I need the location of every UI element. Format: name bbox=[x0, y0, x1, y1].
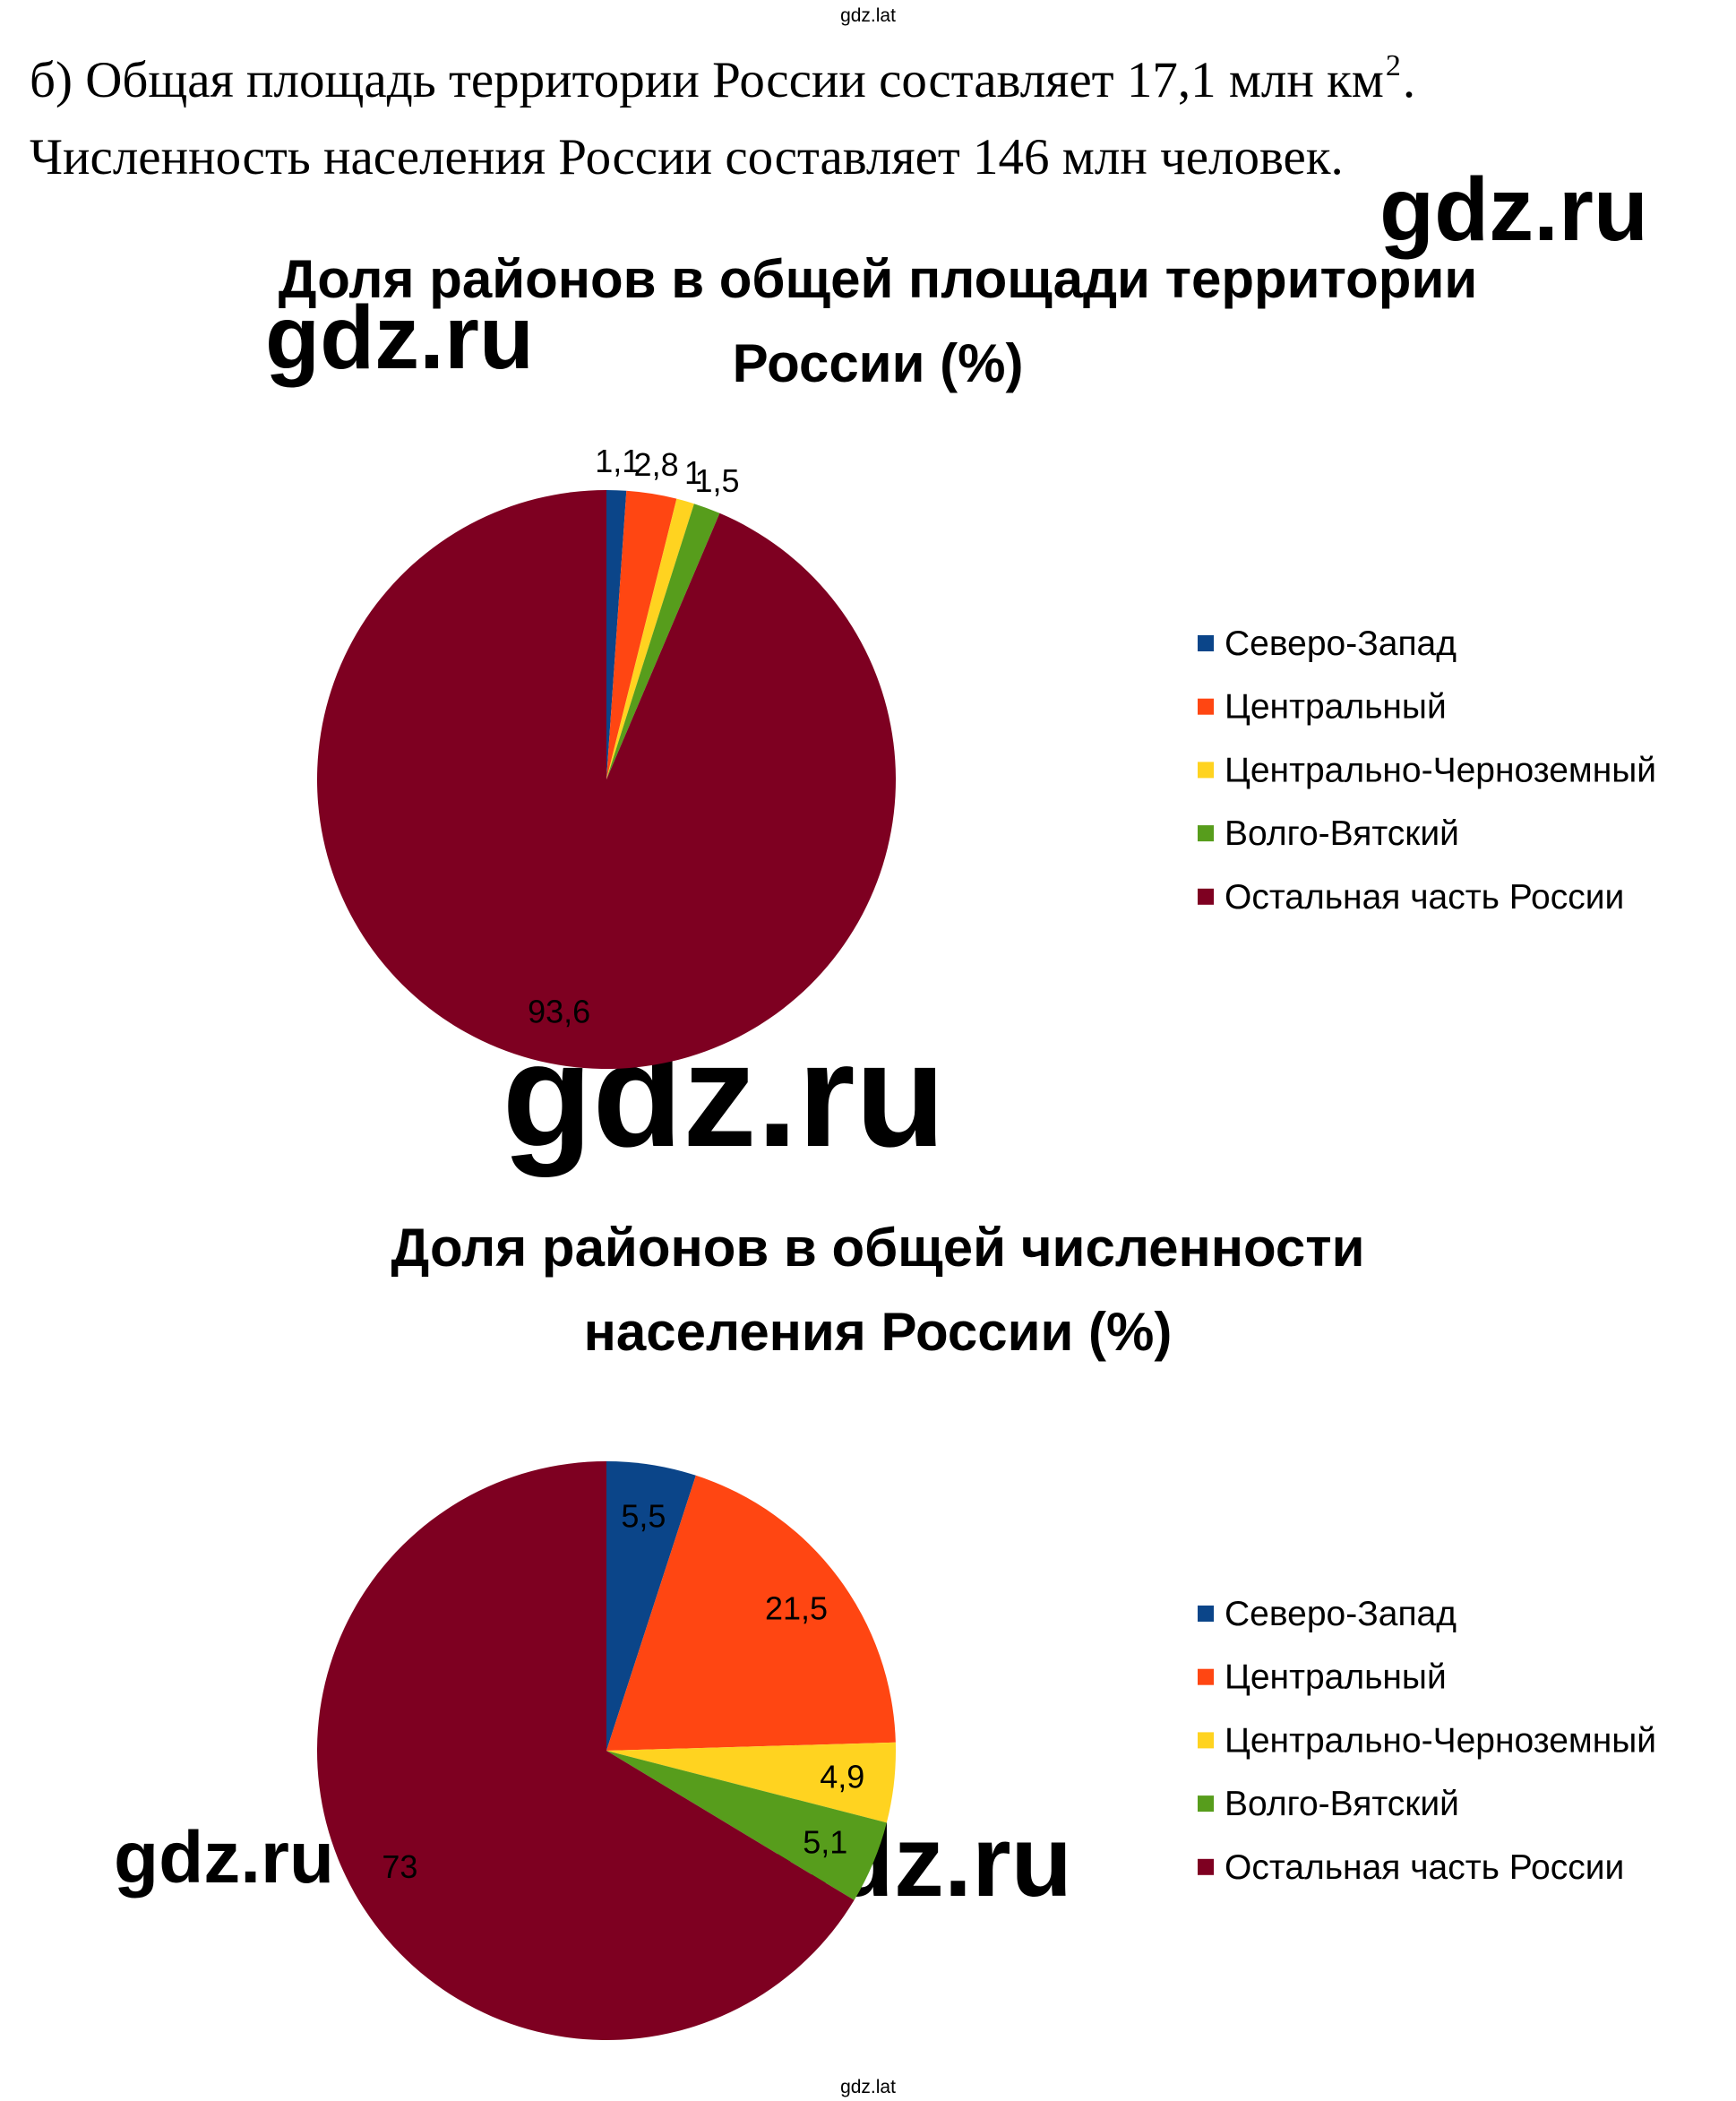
watermark: gdz.ru bbox=[265, 288, 534, 388]
legend-swatch bbox=[1198, 698, 1214, 715]
pie-slice bbox=[606, 490, 677, 779]
legend-label: Центральный bbox=[1225, 688, 1447, 727]
data-label: 2,8 bbox=[634, 446, 679, 483]
data-label: 1 bbox=[684, 454, 702, 491]
legend-swatch bbox=[1198, 1795, 1214, 1813]
pie-slice bbox=[606, 490, 627, 779]
legend-swatch bbox=[1198, 1668, 1214, 1685]
data-label: 1,1 bbox=[595, 443, 640, 479]
watermark: gdz.ru bbox=[1379, 159, 1648, 260]
chart-title: Доля районов в общей численности bbox=[391, 1218, 1364, 1278]
header: gdz.lat bbox=[840, 5, 896, 26]
legend-label: Центральный bbox=[1225, 1658, 1447, 1697]
data-label: 5,5 bbox=[621, 1497, 666, 1534]
legend-label: Центрально-Черноземный bbox=[1225, 751, 1656, 789]
paragraph-line: б) Общая площадь территории России соста… bbox=[30, 52, 1384, 108]
pie-slice bbox=[606, 1460, 696, 1751]
pie-slice bbox=[606, 1475, 896, 1751]
data-label: 93,6 bbox=[528, 994, 590, 1030]
paragraph-line: Численность населения России составляет … bbox=[30, 129, 1344, 185]
chart-title: населения России (%) bbox=[584, 1302, 1173, 1362]
superscript: 2 bbox=[1386, 49, 1401, 82]
legend-swatch bbox=[1198, 888, 1214, 905]
pie-slice bbox=[606, 498, 694, 779]
watermark: gdz.ru bbox=[114, 1817, 334, 1899]
legend-swatch bbox=[1198, 825, 1214, 842]
legend-swatch bbox=[1198, 635, 1214, 651]
legend-swatch bbox=[1198, 1606, 1214, 1622]
legend-label: Волго-Вятский bbox=[1225, 1785, 1459, 1823]
pie-slice bbox=[316, 490, 896, 1069]
footer: gdz.lat bbox=[840, 2077, 896, 2097]
pie-slice bbox=[606, 1751, 887, 1900]
pie-slice bbox=[316, 1460, 855, 2040]
legend-label: Волго-Вятский bbox=[1225, 814, 1459, 853]
data-label: 1,5 bbox=[694, 462, 739, 499]
legend-label: Северо-Запад bbox=[1225, 1595, 1457, 1633]
pie-slice bbox=[606, 1742, 896, 1823]
data-label: 21,5 bbox=[765, 1589, 828, 1626]
legend-label: Северо-Запад bbox=[1225, 624, 1457, 663]
legend-swatch bbox=[1198, 1858, 1214, 1875]
data-label: 73 bbox=[382, 1848, 417, 1885]
chart-title: Доля районов в общей площади территории bbox=[279, 249, 1477, 309]
legend-swatch bbox=[1198, 1732, 1214, 1749]
legend-label: Центрально-Черноземный bbox=[1225, 1721, 1656, 1760]
chart-title: России (%) bbox=[733, 333, 1024, 393]
legend-label: Остальная часть России bbox=[1225, 1848, 1624, 1887]
pie-slice bbox=[606, 504, 720, 779]
data-label: 4,9 bbox=[820, 1758, 864, 1795]
legend-label: Остальная часть России bbox=[1225, 878, 1624, 917]
legend-swatch bbox=[1198, 762, 1214, 779]
paragraph-end: . bbox=[1403, 52, 1415, 108]
data-label: 5,1 bbox=[803, 1823, 847, 1860]
